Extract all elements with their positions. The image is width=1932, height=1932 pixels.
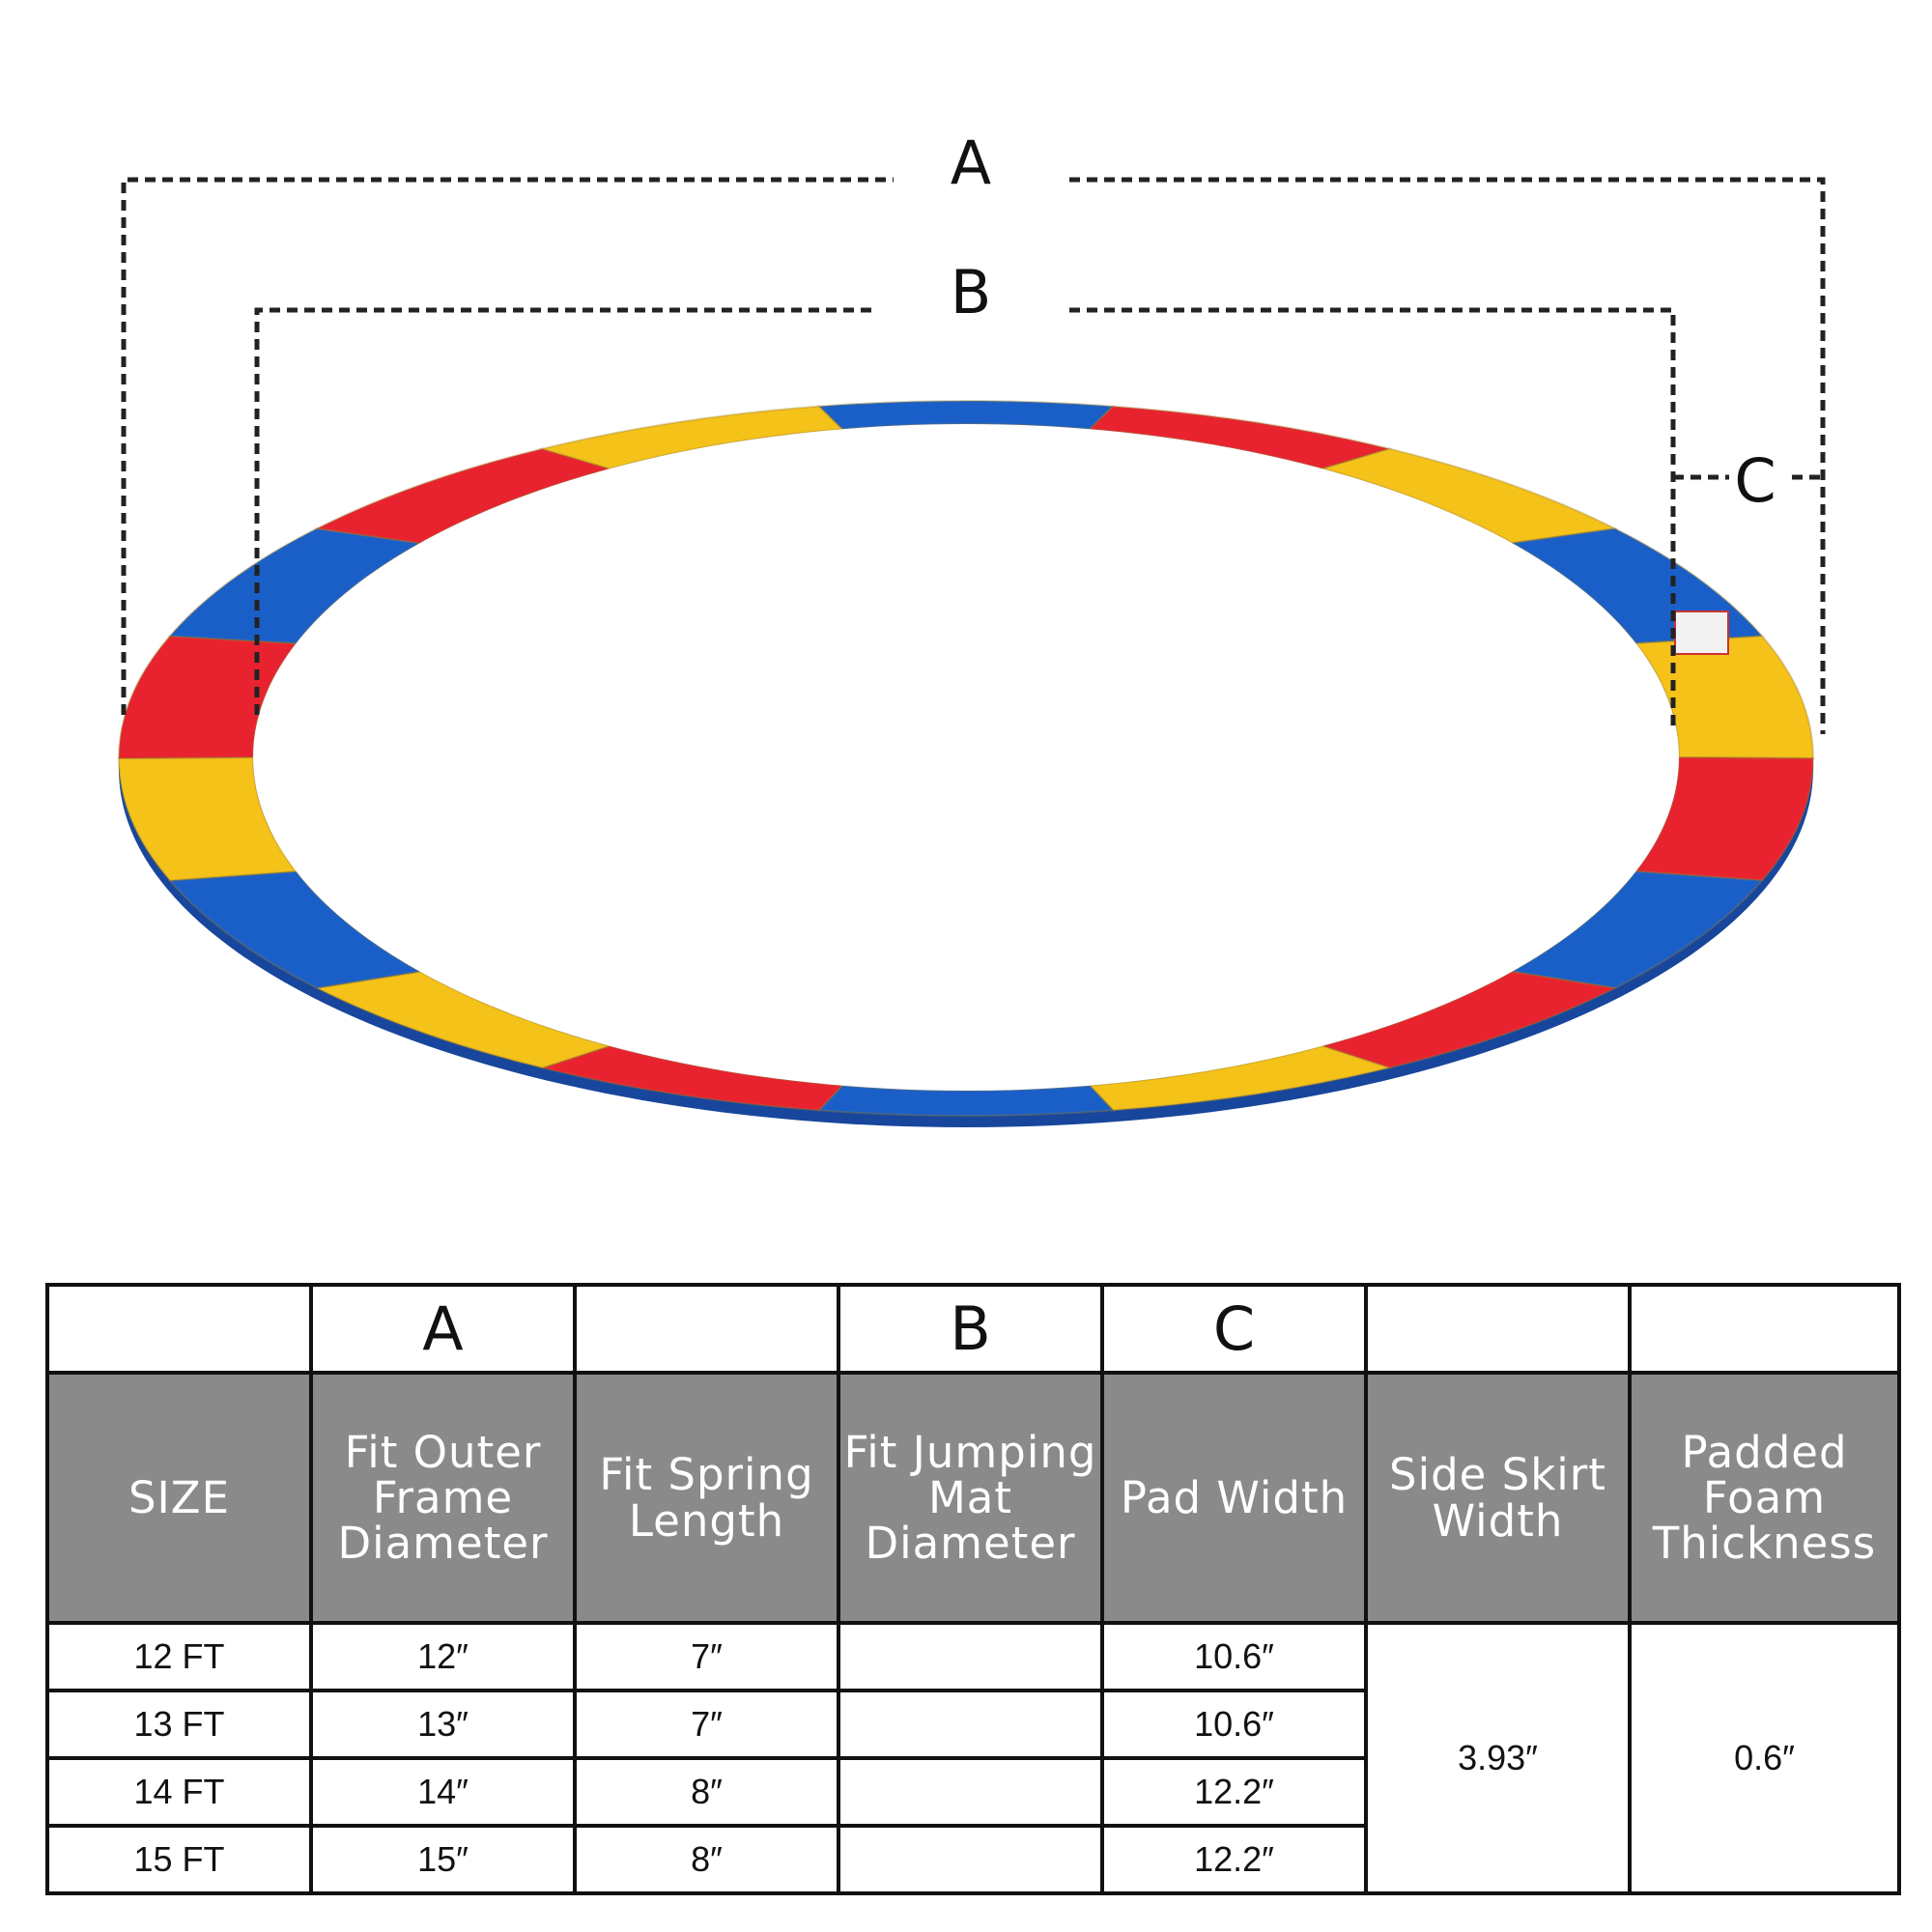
header-spring-length: Fit Spring Length: [573, 1371, 840, 1625]
spring-length-cell: 7″: [573, 1621, 840, 1692]
size-cell: 12 FT: [45, 1621, 313, 1692]
outer-frame-cell: 15″: [309, 1824, 577, 1895]
trampoline-pad-diagram: A B C: [117, 128, 1826, 1127]
header-row: SIZE Fit Outer Frame Diameter Fit Spring…: [45, 1371, 1901, 1625]
outer-frame-cell: 14″: [309, 1756, 577, 1828]
pad-width-cell: 12.2″: [1100, 1756, 1368, 1828]
trampoline-pad-ring: [117, 400, 1815, 1127]
size-cell: 15 FT: [45, 1824, 313, 1895]
pad-width-cell: 12.2″: [1100, 1824, 1368, 1895]
warning-label-patch: [1674, 611, 1729, 655]
header-jumping-mat-diameter: Fit Jumping Mat Diameter: [837, 1371, 1104, 1625]
header-side-skirt-width: Side Skirt Width: [1364, 1371, 1632, 1625]
spring-length-cell: 7″: [573, 1689, 840, 1760]
side-skirt-cell: 3.93″: [1364, 1621, 1632, 1895]
size-spec-table: A B C SIZE Fit Outer Frame Diameter Fit …: [45, 1283, 1901, 1895]
header-size: SIZE: [45, 1371, 313, 1625]
label-a: A: [951, 128, 991, 198]
pad-width-cell: 10.6″: [1100, 1621, 1368, 1692]
table-row: 13 FT 13″ 7″ 10.6″: [45, 1689, 1899, 1760]
header-outer-frame-diameter: Fit Outer Frame Diameter: [309, 1371, 577, 1625]
letter-cell-c: C: [1100, 1283, 1368, 1375]
letter-row: A B C: [45, 1283, 1901, 1375]
header-foam-thickness: Padded Foam Thickness: [1628, 1371, 1901, 1625]
label-c: C: [1734, 445, 1776, 516]
mat-diameter-cell: [837, 1621, 1104, 1692]
outer-frame-cell: 13″: [309, 1689, 577, 1760]
letter-cell: [1364, 1283, 1632, 1375]
spring-length-cell: 8″: [573, 1756, 840, 1828]
dimension-line-a: [121, 177, 1826, 734]
letter-cell-a: A: [309, 1283, 577, 1375]
size-cell: 14 FT: [45, 1756, 313, 1828]
table-row: 14 FT 14″ 8″ 12.2″: [45, 1756, 1899, 1828]
mat-diameter-cell: [837, 1689, 1104, 1760]
letter-cell: [1628, 1283, 1901, 1375]
letter-cell: [573, 1283, 840, 1375]
letter-cell: [45, 1283, 313, 1375]
outer-frame-cell: 12″: [309, 1621, 577, 1692]
pad-width-cell: 10.6″: [1100, 1689, 1368, 1760]
label-b: B: [951, 257, 992, 327]
table-row: 12 FT 12″ 7″ 10.6″ 3.93″ 0.6″: [45, 1621, 1901, 1895]
pad-opening: [253, 424, 1679, 1091]
foam-thickness-cell: 0.6″: [1628, 1621, 1901, 1895]
table-row: 15 FT 15″ 8″ 12.2″: [45, 1824, 1899, 1895]
mat-diameter-cell: [837, 1756, 1104, 1828]
dimension-lines: [121, 177, 1826, 734]
header-pad-width: Pad Width: [1100, 1371, 1368, 1625]
size-cell: 13 FT: [45, 1689, 313, 1760]
spring-length-cell: 8″: [573, 1824, 840, 1895]
dimension-line-b: [254, 307, 1676, 726]
letter-cell-b: B: [837, 1283, 1104, 1375]
mat-diameter-cell: [837, 1824, 1104, 1895]
